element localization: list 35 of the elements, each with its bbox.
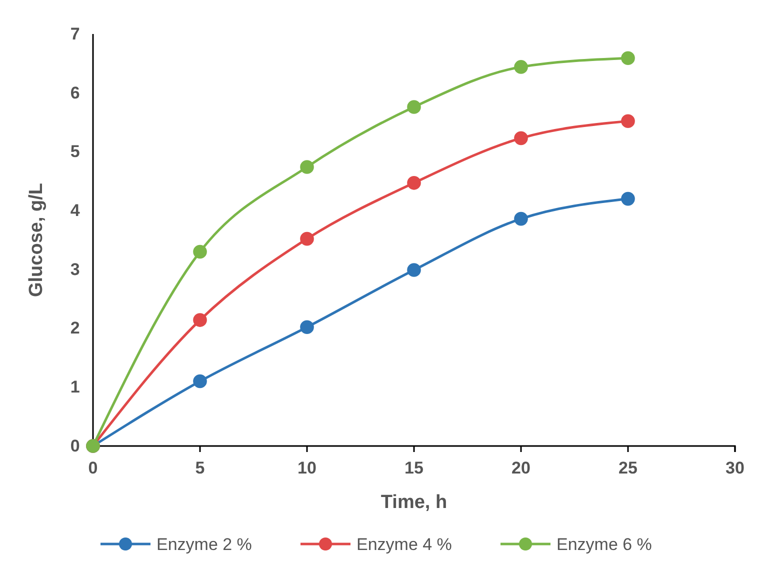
point [407, 100, 421, 114]
x-tick-label: 20 [512, 458, 530, 478]
point [193, 374, 207, 388]
x-tick-label: 0 [88, 458, 98, 478]
x-tick-label: 30 [726, 458, 744, 478]
legend-label: Enzyme 4 % [356, 535, 452, 554]
y-tick-label: 5 [70, 142, 80, 162]
point [514, 131, 528, 146]
point [300, 232, 314, 246]
point [300, 160, 314, 174]
y-tick-label: 0 [70, 436, 80, 456]
point [407, 176, 421, 190]
y-tick-label: 6 [70, 83, 80, 102]
point [300, 320, 314, 334]
point [621, 51, 635, 66]
y-tick-label: 2 [70, 318, 80, 338]
point [621, 114, 635, 128]
point [514, 212, 528, 226]
y-tick-label: 3 [70, 260, 80, 279]
point [193, 313, 207, 327]
x-tick-label: 25 [618, 458, 638, 478]
x-tick-label: 5 [195, 458, 205, 478]
x-tick-label: 10 [298, 458, 316, 478]
point [407, 263, 421, 277]
point [621, 192, 635, 206]
legend-label: Enzyme 2 % [156, 535, 252, 554]
y-tick-label: 1 [70, 378, 80, 397]
legend-label: Enzyme 6 % [556, 535, 652, 554]
y-tick-label: 4 [70, 201, 80, 220]
y-axis-title: Glucose, g/L [26, 182, 47, 298]
x-axis-title: Time, h [380, 492, 448, 513]
y-tick-label: 7 [70, 24, 80, 44]
x-tick-label: 15 [404, 458, 424, 478]
point [514, 60, 528, 74]
point [193, 244, 207, 259]
